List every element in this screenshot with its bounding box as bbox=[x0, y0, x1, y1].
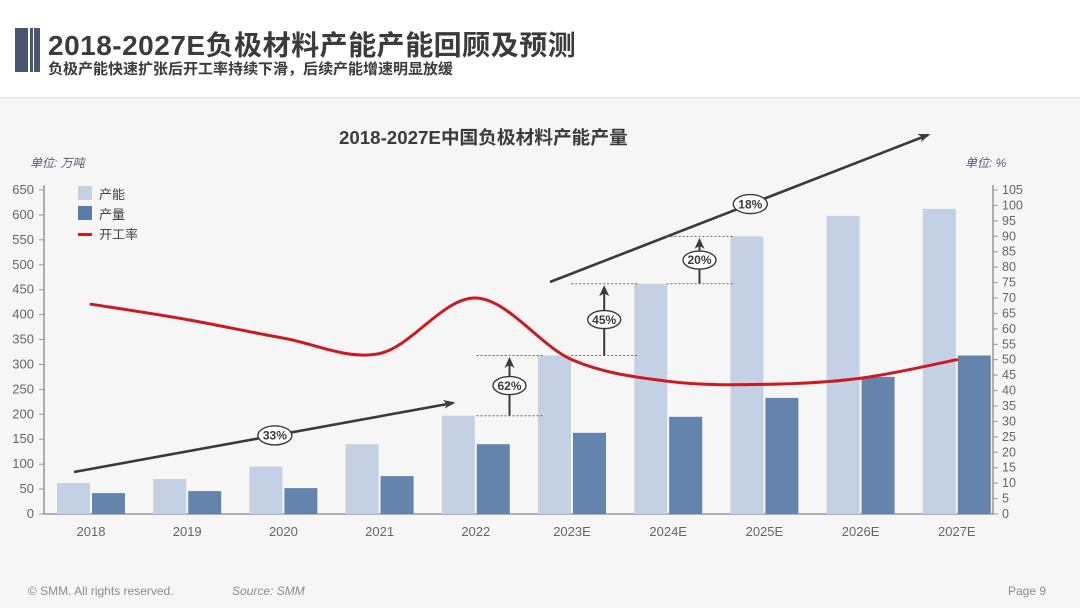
svg-text:350: 350 bbox=[12, 332, 34, 347]
svg-text:2024E: 2024E bbox=[649, 524, 687, 539]
svg-text:600: 600 bbox=[12, 207, 34, 222]
svg-text:20%: 20% bbox=[687, 253, 711, 267]
svg-text:40: 40 bbox=[1002, 384, 1016, 398]
svg-text:80: 80 bbox=[1002, 260, 1016, 274]
svg-text:2026E: 2026E bbox=[842, 524, 880, 539]
svg-text:30: 30 bbox=[1002, 414, 1016, 428]
svg-text:100: 100 bbox=[12, 456, 34, 471]
svg-text:250: 250 bbox=[12, 381, 34, 396]
svg-text:62%: 62% bbox=[497, 379, 521, 393]
svg-text:55: 55 bbox=[1002, 337, 1016, 351]
svg-text:95: 95 bbox=[1002, 214, 1016, 228]
svg-text:0: 0 bbox=[1002, 507, 1009, 521]
svg-text:90: 90 bbox=[1002, 229, 1016, 243]
svg-text:25: 25 bbox=[1002, 430, 1016, 444]
svg-text:33%: 33% bbox=[263, 429, 287, 443]
svg-text:300: 300 bbox=[12, 357, 34, 372]
svg-text:18%: 18% bbox=[738, 197, 762, 211]
svg-text:50: 50 bbox=[20, 481, 34, 496]
svg-text:2023E: 2023E bbox=[553, 524, 591, 539]
svg-text:85: 85 bbox=[1002, 245, 1016, 259]
svg-text:450: 450 bbox=[12, 282, 34, 297]
svg-text:2027E: 2027E bbox=[938, 524, 976, 539]
svg-text:200: 200 bbox=[12, 406, 34, 421]
svg-text:65: 65 bbox=[1002, 306, 1016, 320]
svg-text:500: 500 bbox=[12, 257, 34, 272]
svg-text:20: 20 bbox=[1002, 445, 1016, 459]
svg-text:5: 5 bbox=[1002, 492, 1009, 506]
svg-text:105: 105 bbox=[1002, 183, 1023, 197]
svg-text:70: 70 bbox=[1002, 291, 1016, 305]
svg-text:650: 650 bbox=[12, 182, 34, 197]
svg-text:60: 60 bbox=[1002, 322, 1016, 336]
svg-text:2021: 2021 bbox=[365, 524, 394, 539]
svg-text:45%: 45% bbox=[592, 313, 616, 327]
svg-text:75: 75 bbox=[1002, 276, 1016, 290]
svg-text:2020: 2020 bbox=[269, 524, 298, 539]
svg-text:45: 45 bbox=[1002, 368, 1016, 382]
svg-text:15: 15 bbox=[1002, 461, 1016, 475]
svg-text:150: 150 bbox=[12, 431, 34, 446]
svg-text:2022: 2022 bbox=[461, 524, 490, 539]
svg-text:10: 10 bbox=[1002, 476, 1016, 490]
svg-text:2018: 2018 bbox=[77, 524, 106, 539]
svg-text:50: 50 bbox=[1002, 353, 1016, 367]
svg-text:100: 100 bbox=[1002, 198, 1023, 212]
svg-text:2019: 2019 bbox=[173, 524, 202, 539]
svg-text:2025E: 2025E bbox=[746, 524, 784, 539]
svg-text:35: 35 bbox=[1002, 399, 1016, 413]
svg-text:0: 0 bbox=[27, 506, 34, 521]
svg-text:400: 400 bbox=[12, 307, 34, 322]
svg-text:550: 550 bbox=[12, 232, 34, 247]
